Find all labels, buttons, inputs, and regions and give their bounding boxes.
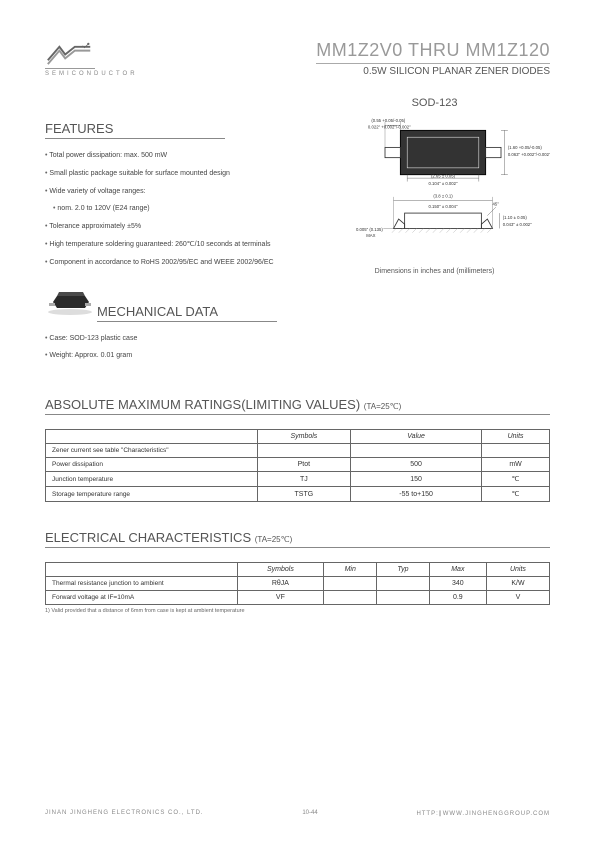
elec-table: Symbols Min Typ Max Units Thermal resist… xyxy=(45,562,550,605)
row-label: Storage temperature range xyxy=(46,487,258,502)
table-row: Junction temperature TJ 150 ℃ xyxy=(46,472,550,487)
cell: VF xyxy=(237,591,324,605)
dim-label: (2.65 ± 0.05) xyxy=(431,173,456,178)
part-number-title: MM1Z2V0 THRU MM1Z120 xyxy=(316,40,550,64)
table-row: Storage temperature range TSTG -55 to+15… xyxy=(46,487,550,502)
cell: mW xyxy=(482,458,550,472)
feature-item: Component in accordance to RoHS 2002/95/… xyxy=(45,258,299,268)
cell: ℃ xyxy=(482,487,550,502)
dim-label: 0.063" +0.002"/-0.002" xyxy=(508,152,550,157)
dim-label: (1.10 ± 0.05) xyxy=(503,215,528,220)
abs-max-title: ABSOLUTE MAXIMUM RATINGS(LIMITING VALUES… xyxy=(45,397,360,412)
row-label: Forward voltage at IF=10mA xyxy=(46,591,238,605)
col-header: Units xyxy=(482,430,550,444)
dim-label: 0.005" (0.135) xyxy=(356,227,383,232)
cell: Ptot xyxy=(257,458,350,472)
cell: 340 xyxy=(429,577,486,591)
abs-max-heading: ABSOLUTE MAXIMUM RATINGS(LIMITING VALUES… xyxy=(45,397,550,415)
page-header: SEMICONDUCTOR MM1Z2V0 THRU MM1Z120 0.5W … xyxy=(45,40,550,77)
elec-condition: (TA=25℃) xyxy=(255,535,293,544)
cell: ℃ xyxy=(482,472,550,487)
col-header: Typ xyxy=(377,563,430,577)
cell xyxy=(324,591,377,605)
table-row: Thermal resistance junction to ambient R… xyxy=(46,577,550,591)
title-block: MM1Z2V0 THRU MM1Z120 0.5W SILICON PLANAR… xyxy=(316,40,550,77)
dim-label: 0.150" ± 0.004" xyxy=(429,204,458,209)
dim-label: (0.55 +0.05/-0.05) xyxy=(371,118,405,123)
abs-max-table: Symbols Value Units Zener current see ta… xyxy=(45,429,550,502)
elec-heading: ELECTRICAL CHARACTERISTICS (TA=25℃) xyxy=(45,530,550,548)
row-label: Junction temperature xyxy=(46,472,258,487)
feature-item: Wide variety of voltage ranges: xyxy=(45,187,299,197)
cell xyxy=(377,577,430,591)
mechanical-item: Case: SOD-123 plastic case xyxy=(45,334,299,344)
logo-icon xyxy=(45,41,95,69)
cell xyxy=(257,444,350,458)
cell xyxy=(377,591,430,605)
table-row: Power dissipation Ptot 500 mW xyxy=(46,458,550,472)
col-header: Value xyxy=(351,430,482,444)
cell xyxy=(482,444,550,458)
cell: TSTG xyxy=(257,487,350,502)
feature-item: High temperature soldering guaranteed: 2… xyxy=(45,240,299,250)
col-header: Symbols xyxy=(257,430,350,444)
dim-label: (3.8 ± 0.1) xyxy=(433,194,453,199)
package-render-icon xyxy=(45,284,95,316)
cell: -55 to+150 xyxy=(351,487,482,502)
table-header-row: Symbols Min Typ Max Units xyxy=(46,563,550,577)
table-row: Zener current see table "Characteristics… xyxy=(46,444,550,458)
elec-footnote: 1) Valid provided that a distance of 6mm… xyxy=(45,608,550,614)
dim-label: 0.104" ± 0.002" xyxy=(429,181,458,186)
mechanical-item: Weight: Approx. 0.01 gram xyxy=(45,351,299,361)
feature-item: Small plastic package suitable for surfa… xyxy=(45,169,299,179)
col-header: Min xyxy=(324,563,377,577)
feature-item: nom. 2.0 to 120V (E24 range) xyxy=(53,204,299,214)
col-header: Max xyxy=(429,563,486,577)
row-label: Zener current see table "Characteristics… xyxy=(46,444,258,458)
package-name: SOD-123 xyxy=(319,97,550,109)
part-description: 0.5W SILICON PLANAR ZENER DIODES xyxy=(316,66,550,77)
cell: 500 xyxy=(351,458,482,472)
features-list: Total power dissipation: max. 500 mW Sma… xyxy=(45,151,299,268)
cell: K/W xyxy=(486,577,549,591)
dim-label: MAX xyxy=(366,233,375,238)
row-label: Thermal resistance junction to ambient xyxy=(46,577,238,591)
dim-label: 0.043" ± 0.002" xyxy=(503,222,532,227)
mechanical-heading: MECHANICAL DATA xyxy=(97,304,277,322)
features-package-row: FEATURES Total power dissipation: max. 5… xyxy=(45,97,550,369)
dim-label: 0.022" +0.002"/-0.002" xyxy=(368,125,411,130)
elec-title: ELECTRICAL CHARACTERISTICS xyxy=(45,530,251,545)
row-label: Power dissipation xyxy=(46,458,258,472)
dimension-note: Dimensions in inches and (millimeters) xyxy=(319,268,550,275)
left-column: FEATURES Total power dissipation: max. 5… xyxy=(45,97,299,369)
cell xyxy=(351,444,482,458)
footer-page-number: 10-44 xyxy=(302,810,317,817)
col-header: Symbols xyxy=(237,563,324,577)
table-header-row: Symbols Value Units xyxy=(46,430,550,444)
cell: RθJA xyxy=(237,577,324,591)
footer-company: JINAN JINGHENG ELECTRONICS CO., LTD. xyxy=(45,810,204,817)
col-header: Units xyxy=(486,563,549,577)
abs-max-condition: (TA=25℃) xyxy=(364,402,402,411)
mechanical-list: Case: SOD-123 plastic case Weight: Appro… xyxy=(45,334,299,362)
cell: 0.9 xyxy=(429,591,486,605)
feature-item: Tolerance approximately ±5% xyxy=(45,222,299,232)
package-outline-drawing: (2.65 ± 0.05) 0.104" ± 0.002" (0.55 +0.0… xyxy=(319,115,550,260)
right-column: SOD-123 (2.65 ± 0.05) 0.104" ± 0.002" (0… xyxy=(319,97,550,369)
cell xyxy=(324,577,377,591)
company-logo: SEMICONDUCTOR xyxy=(45,41,138,77)
cell: 150 xyxy=(351,472,482,487)
table-row: Forward voltage at IF=10mA VF 0.9 V xyxy=(46,591,550,605)
cell: V xyxy=(486,591,549,605)
features-heading: FEATURES xyxy=(45,121,225,139)
logo-subtitle: SEMICONDUCTOR xyxy=(45,71,138,77)
dim-label: (1.60 +0.05/-0.05) xyxy=(508,145,542,150)
footer-url: HTTP:∥WWW.JINGHENGGROUP.COM xyxy=(416,810,550,817)
page-footer: JINAN JINGHENG ELECTRONICS CO., LTD. 10-… xyxy=(45,810,550,817)
dim-label: 45° xyxy=(493,201,500,206)
cell: TJ xyxy=(257,472,350,487)
feature-item: Total power dissipation: max. 500 mW xyxy=(45,151,299,161)
